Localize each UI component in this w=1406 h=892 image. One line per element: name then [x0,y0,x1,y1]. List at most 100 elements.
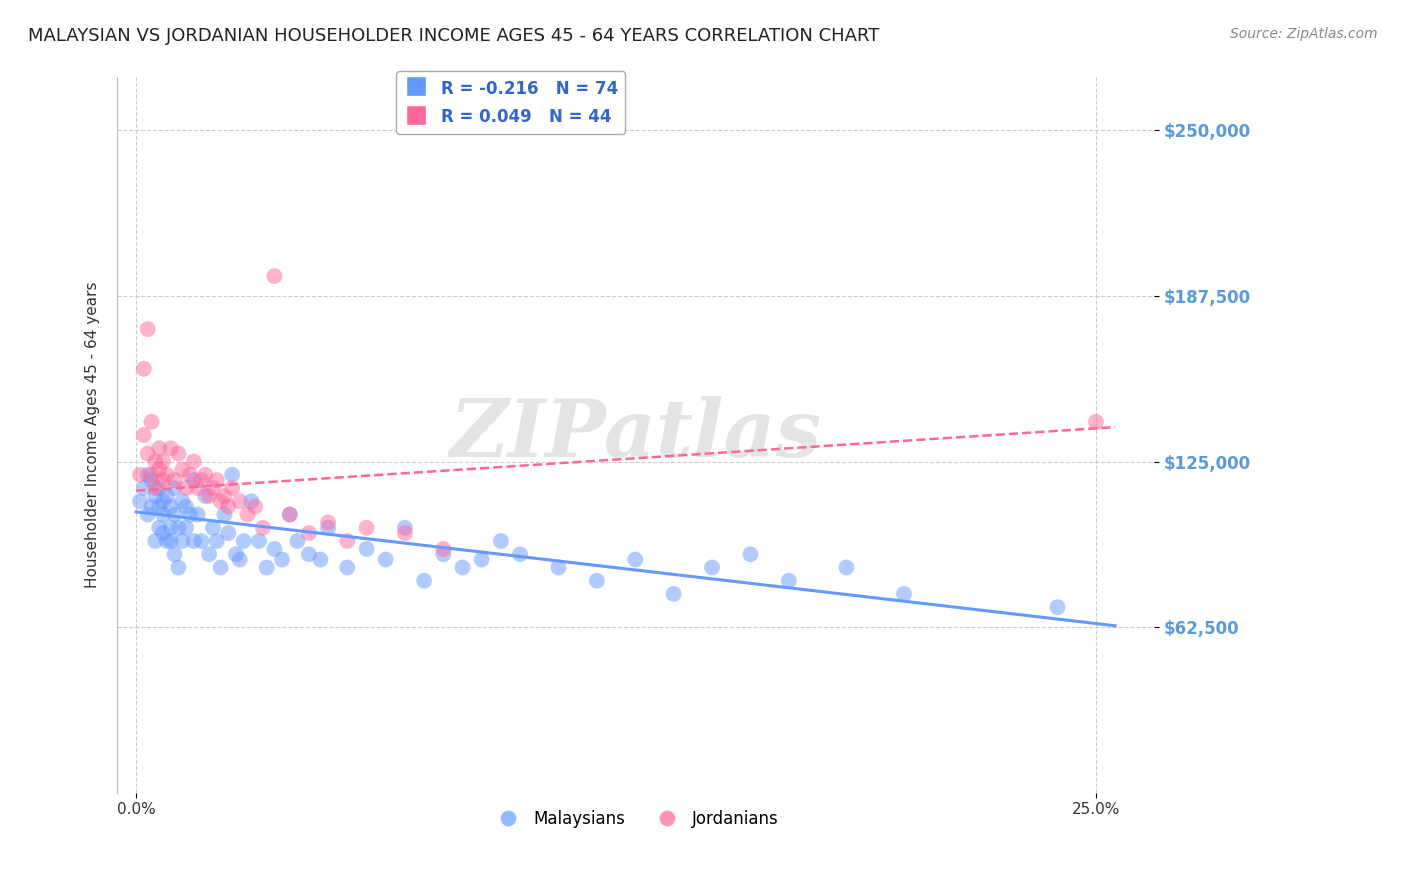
Point [174,521,197,535]
Point [1084,415,1107,429]
Point [662,587,685,601]
Point [247,534,270,549]
Point [232,534,254,549]
Point [152,454,174,468]
Point [159,534,181,549]
Point [143,534,166,549]
Point [187,481,209,495]
Point [141,500,163,514]
Point [240,494,263,508]
Point [141,473,163,487]
Point [278,508,301,522]
Point [143,481,166,495]
Point [136,508,159,522]
Point [252,521,274,535]
Point [159,442,181,456]
Point [298,526,321,541]
Point [278,508,301,522]
Point [152,508,174,522]
Point [624,552,647,566]
Point [394,521,416,535]
Point [198,489,221,503]
Point [214,489,236,503]
Point [163,547,186,561]
Point [336,534,359,549]
Point [156,489,179,503]
Point [229,494,252,508]
Point [198,547,221,561]
Point [214,508,236,522]
Point [156,467,179,482]
Point [236,508,259,522]
Point [225,547,247,561]
Text: MALAYSIAN VS JORDANIAN HOUSEHOLDER INCOME AGES 45 - 64 YEARS CORRELATION CHART: MALAYSIAN VS JORDANIAN HOUSEHOLDER INCOM… [28,27,880,45]
Point [316,516,339,530]
Point [129,467,152,482]
Point [374,552,396,566]
Point [209,560,232,574]
Text: Source: ZipAtlas.com: Source: ZipAtlas.com [1230,27,1378,41]
Point [256,560,278,574]
Point [172,534,194,549]
Point [205,473,228,487]
Point [172,462,194,476]
Point [174,481,197,495]
Point [136,322,159,336]
Point [132,361,155,376]
Point [163,508,186,522]
Point [136,467,159,482]
Point [132,481,155,495]
Point [1046,600,1069,615]
Point [209,494,232,508]
Point [413,574,436,588]
Point [309,552,332,566]
Point [432,541,454,556]
Point [167,560,190,574]
Point [298,547,321,561]
Point [316,521,339,535]
Point [586,574,609,588]
Point [129,494,152,508]
Point [201,521,224,535]
Point [141,467,163,482]
Point [271,552,294,566]
Point [263,541,285,556]
Point [217,526,239,541]
Point [148,500,170,514]
Text: ZIPatlas: ZIPatlas [449,396,821,474]
Point [194,489,217,503]
Point [201,481,224,495]
Point [183,534,205,549]
Point [194,467,217,482]
Point [509,547,531,561]
Point [740,547,762,561]
Point [152,473,174,487]
Point [190,473,212,487]
Point [159,521,181,535]
Point [451,560,474,574]
Point [148,462,170,476]
Point [287,534,309,549]
Point [221,481,243,495]
Point [356,521,378,535]
Point [183,473,205,487]
Point [229,552,252,566]
Point [190,534,212,549]
Point [356,541,378,556]
Y-axis label: Householder Income Ages 45 - 64 years: Householder Income Ages 45 - 64 years [86,282,100,589]
Point [163,481,186,495]
Point [167,521,190,535]
Point [148,481,170,495]
Point [217,500,239,514]
Point [141,415,163,429]
Point [179,508,201,522]
Point [136,447,159,461]
Point [183,454,205,468]
Point [187,508,209,522]
Point [163,473,186,487]
Point [489,534,512,549]
Point [394,526,416,541]
Point [336,560,359,574]
Point [159,500,181,514]
Point [835,560,858,574]
